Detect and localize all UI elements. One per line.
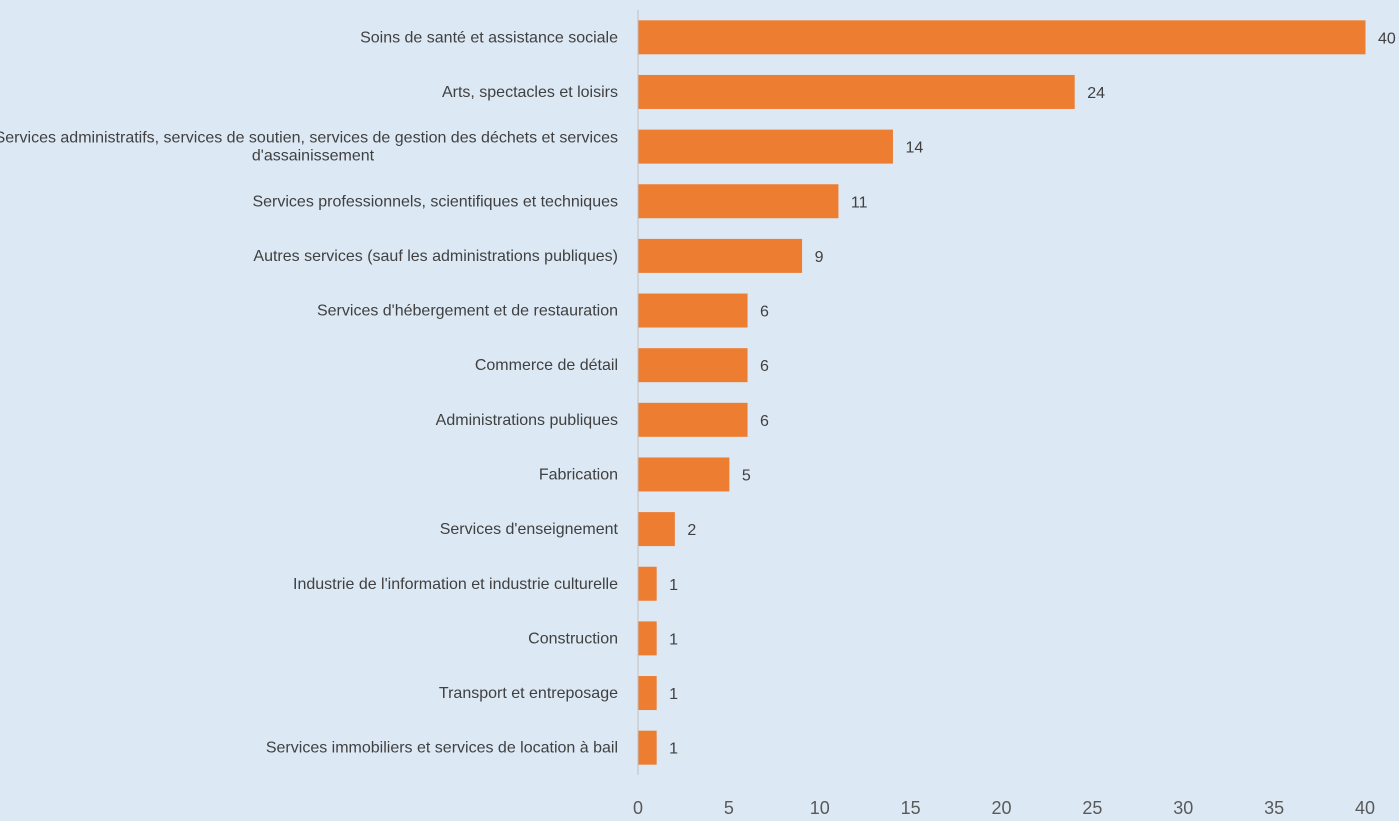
category-label: Construction: [528, 630, 618, 647]
value-label: 40: [1378, 30, 1396, 47]
bar: [638, 402, 748, 437]
category-label: Soins de santé et assistance sociale: [360, 29, 618, 46]
x-tick-label: 20: [991, 798, 1011, 818]
bar: [638, 293, 748, 328]
bar: [638, 512, 675, 547]
bar: [638, 621, 657, 656]
x-tick-label: 35: [1264, 798, 1284, 818]
category-label: Transport et entreposage: [439, 685, 618, 702]
value-label: 6: [760, 358, 769, 375]
bar: [638, 457, 730, 492]
value-label: 6: [760, 304, 769, 321]
value-label: 1: [669, 631, 678, 648]
category-label: Arts, spectacles et loisirs: [442, 84, 618, 101]
category-labels-group: Soins de santé et assistance sociale Arts…: [0, 29, 619, 756]
category-label: Services administratifs, services de sou…: [0, 130, 618, 165]
bar: [638, 730, 657, 765]
value-label: 6: [760, 413, 769, 430]
category-label: Services professionnels, scientifiques e…: [252, 193, 618, 210]
x-tick-label: 10: [810, 798, 830, 818]
value-label: 11: [851, 194, 868, 211]
value-label: 1: [669, 741, 678, 758]
x-tick-labels-group: 0 5 10 15 20 25 30 35 40: [633, 798, 1375, 818]
x-tick-label: 15: [901, 798, 921, 818]
bar: [638, 20, 1366, 55]
x-tick-label: 0: [633, 798, 643, 818]
category-label: Administrations publiques: [436, 412, 618, 429]
bar: [638, 184, 839, 219]
bar: [638, 74, 1075, 109]
value-label: 24: [1087, 85, 1105, 102]
value-label: 1: [669, 686, 678, 703]
category-label: Industrie de l'information et industrie …: [293, 576, 618, 593]
bar: [638, 348, 748, 383]
value-label: 2: [687, 522, 696, 539]
bar: [638, 129, 893, 164]
category-label: Commerce de détail: [475, 357, 618, 374]
category-label: Fabrication: [539, 466, 618, 483]
x-tick-label: 30: [1173, 798, 1193, 818]
x-tick-label: 5: [724, 798, 734, 818]
x-tick-label: 40: [1355, 798, 1375, 818]
value-label: 1: [669, 577, 678, 594]
value-label: 5: [742, 467, 751, 484]
value-label: 9: [815, 249, 824, 266]
bars-group: [638, 20, 1366, 765]
bar: [638, 566, 657, 601]
bar: [638, 676, 657, 711]
category-label: Services d'hébergement et de restauratio…: [317, 303, 618, 320]
value-label: 14: [905, 140, 923, 157]
category-label: Services d'enseignement: [440, 521, 619, 538]
x-tick-label: 25: [1082, 798, 1102, 818]
category-label: Services immobiliers et services de loca…: [266, 740, 618, 757]
category-label: Autres services (sauf les administration…: [253, 248, 618, 265]
bar: [638, 238, 803, 273]
